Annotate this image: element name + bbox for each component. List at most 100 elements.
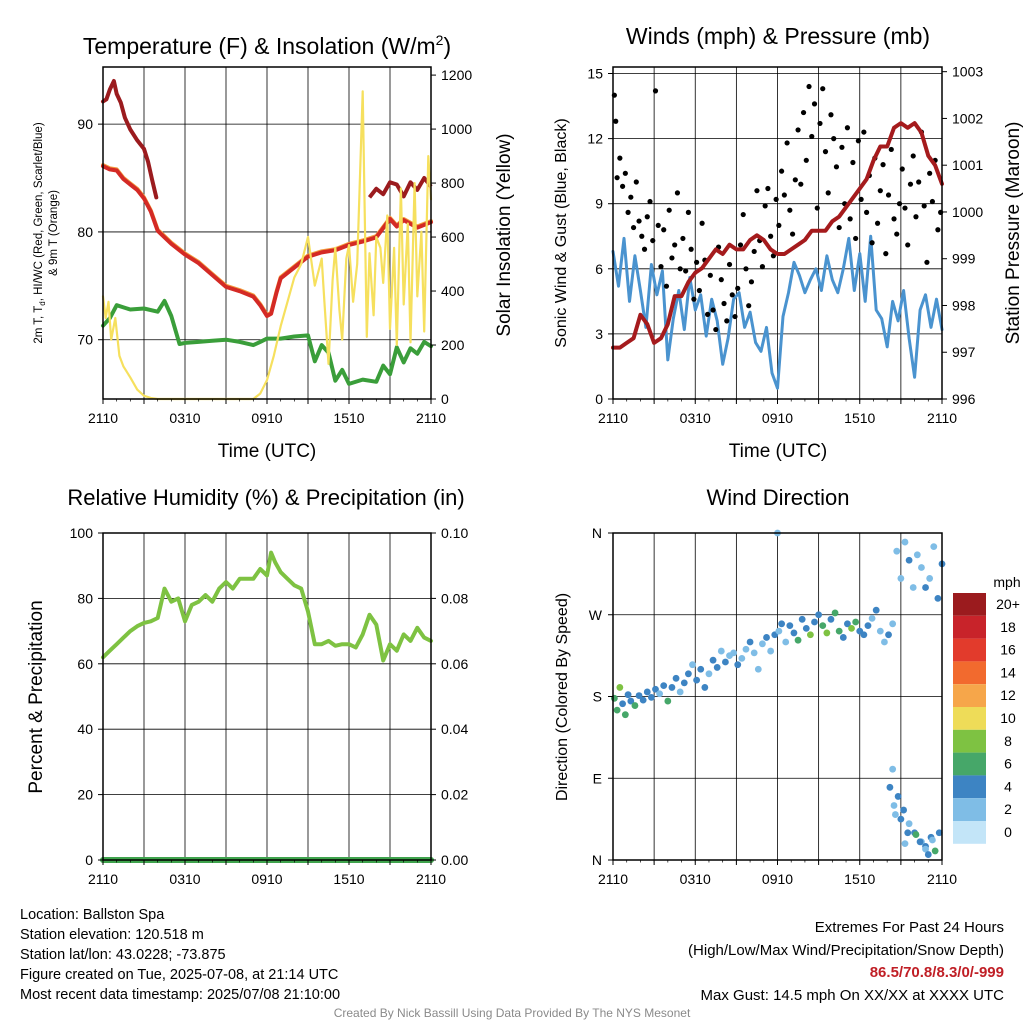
temp-ticks: 2110 0310 0910 1510 2110 70 80 90 0 200 400 600 800 1…	[77, 67, 472, 426]
gust-point	[869, 240, 875, 246]
direction-point	[684, 670, 692, 678]
direction-point	[664, 697, 672, 705]
direction-point	[872, 606, 880, 614]
gust-point	[762, 203, 768, 209]
rh-y2tick-label: 0.02	[441, 787, 468, 803]
gust-point	[636, 218, 642, 224]
credit-line: Created By Nick Bassill Using Data Provi…	[333, 1006, 691, 1020]
rh-title: Relative Humidity (%) & Precipitation (i…	[67, 485, 464, 510]
gust-point	[699, 220, 705, 226]
rh-y2tick-label: 0.00	[441, 852, 468, 868]
direction-point	[922, 845, 929, 853]
direction-point	[922, 584, 929, 591]
direction-point	[775, 627, 783, 635]
colorbar-title: mph	[993, 574, 1020, 590]
temp-y2tick-label: 800	[441, 175, 465, 191]
direction-point	[656, 690, 664, 698]
direction-point	[643, 688, 651, 696]
colorbar-swatch	[953, 593, 986, 616]
wind-y2tick-label: 998	[952, 297, 976, 313]
temp-ytick-label: 80	[77, 224, 93, 240]
gust-point	[803, 157, 809, 163]
direction-point	[929, 836, 936, 844]
wind-y2tick-label: 1003	[952, 64, 983, 80]
direction-point	[827, 615, 835, 623]
gust-point	[694, 259, 700, 265]
t2m-series-line	[101, 164, 433, 318]
temp-y2tick-label: 1200	[441, 67, 472, 83]
gust-point	[644, 214, 650, 220]
extremes-title: Extremes For Past 24 Hours	[814, 919, 1004, 936]
gust-point	[641, 246, 648, 252]
direction-point	[905, 556, 913, 564]
gust-point	[820, 86, 826, 92]
direction-point	[730, 649, 738, 657]
rh-panel: Relative Humidity (%) & Precipitation (i…	[26, 485, 468, 887]
direction-point	[860, 631, 868, 639]
wind-xtick-label: 2110	[927, 410, 957, 426]
direction-point	[647, 694, 655, 701]
max-gust: Max Gust: 14.5 mph On XX/XX at XXXX UTC	[700, 986, 1004, 1004]
pressure-series-line	[611, 121, 944, 350]
gust-point	[779, 168, 785, 174]
direction-point	[713, 664, 721, 671]
wind-gridlines	[613, 67, 942, 399]
dir-ytick-label: E	[593, 770, 602, 786]
wind-xlabel: Time (UTC)	[729, 441, 828, 462]
direction-point	[722, 658, 729, 666]
rh-ytick-label: 0	[85, 852, 93, 868]
direction-point	[848, 624, 855, 632]
direction-point	[852, 618, 860, 626]
temp-ylabel-left-line2: & 9m T (Orange)	[48, 190, 60, 276]
direction-point	[705, 670, 713, 678]
direction-point	[815, 611, 823, 619]
gust-point	[927, 170, 933, 176]
rh-ytick-label: 20	[77, 787, 93, 803]
rh-y2tick-label: 0.10	[441, 525, 468, 541]
direction-point	[881, 638, 888, 646]
direction-point	[891, 811, 899, 818]
direction-point	[900, 806, 908, 814]
colorbar-swatch	[953, 821, 986, 844]
direction-point	[901, 840, 909, 848]
wind-ytick-label: 0	[595, 391, 603, 407]
gust-point	[861, 129, 867, 135]
gust-point	[680, 235, 686, 242]
gust-point	[789, 231, 796, 237]
gust-point	[809, 133, 815, 140]
gust-point	[683, 268, 689, 274]
gust-point	[661, 227, 667, 233]
temp-title: Temperature (F) & Insolation (W/m2)	[83, 32, 451, 59]
rh-xtick-label: 1510	[333, 871, 364, 887]
direction-point	[627, 697, 635, 705]
extremes-subtitle: (High/Low/Max Wind/Precipitation/Snow De…	[688, 941, 1004, 959]
rh-xtick-label: 2110	[416, 871, 446, 887]
gust-point	[729, 292, 735, 298]
direction-point	[794, 636, 802, 644]
gust-point	[806, 83, 812, 90]
gust-point	[781, 192, 787, 198]
most-recent-timestamp: Most recent data timestamp: 2025/07/08 2…	[20, 987, 341, 1003]
direction-point	[689, 661, 696, 669]
direction-point	[894, 793, 902, 800]
gust-point	[696, 287, 702, 294]
direction-point	[754, 665, 762, 673]
speed-colorbar: mph 20+ 18 16 14 12 10 8 6 4 2 0	[953, 574, 1021, 844]
gust-point	[765, 185, 771, 192]
temp-ylabel-right: Solar Insolation (Yellow)	[494, 133, 515, 336]
direction-point	[935, 829, 943, 837]
colorbar-label: 10	[1000, 710, 1016, 726]
direction-point	[782, 638, 790, 646]
direction-point	[904, 829, 912, 837]
temp-y2tick-label: 200	[441, 337, 465, 353]
direction-point	[909, 584, 917, 591]
gust-point	[674, 190, 681, 196]
colorbar-swatch	[953, 729, 986, 753]
direction-point	[639, 696, 647, 704]
wind-y2tick-label: 1000	[952, 204, 983, 220]
wind-ytick-label: 6	[595, 261, 603, 277]
direction-point	[930, 543, 938, 551]
station-latlon: Station lat/lon: 43.0228; -73.875	[20, 947, 226, 963]
